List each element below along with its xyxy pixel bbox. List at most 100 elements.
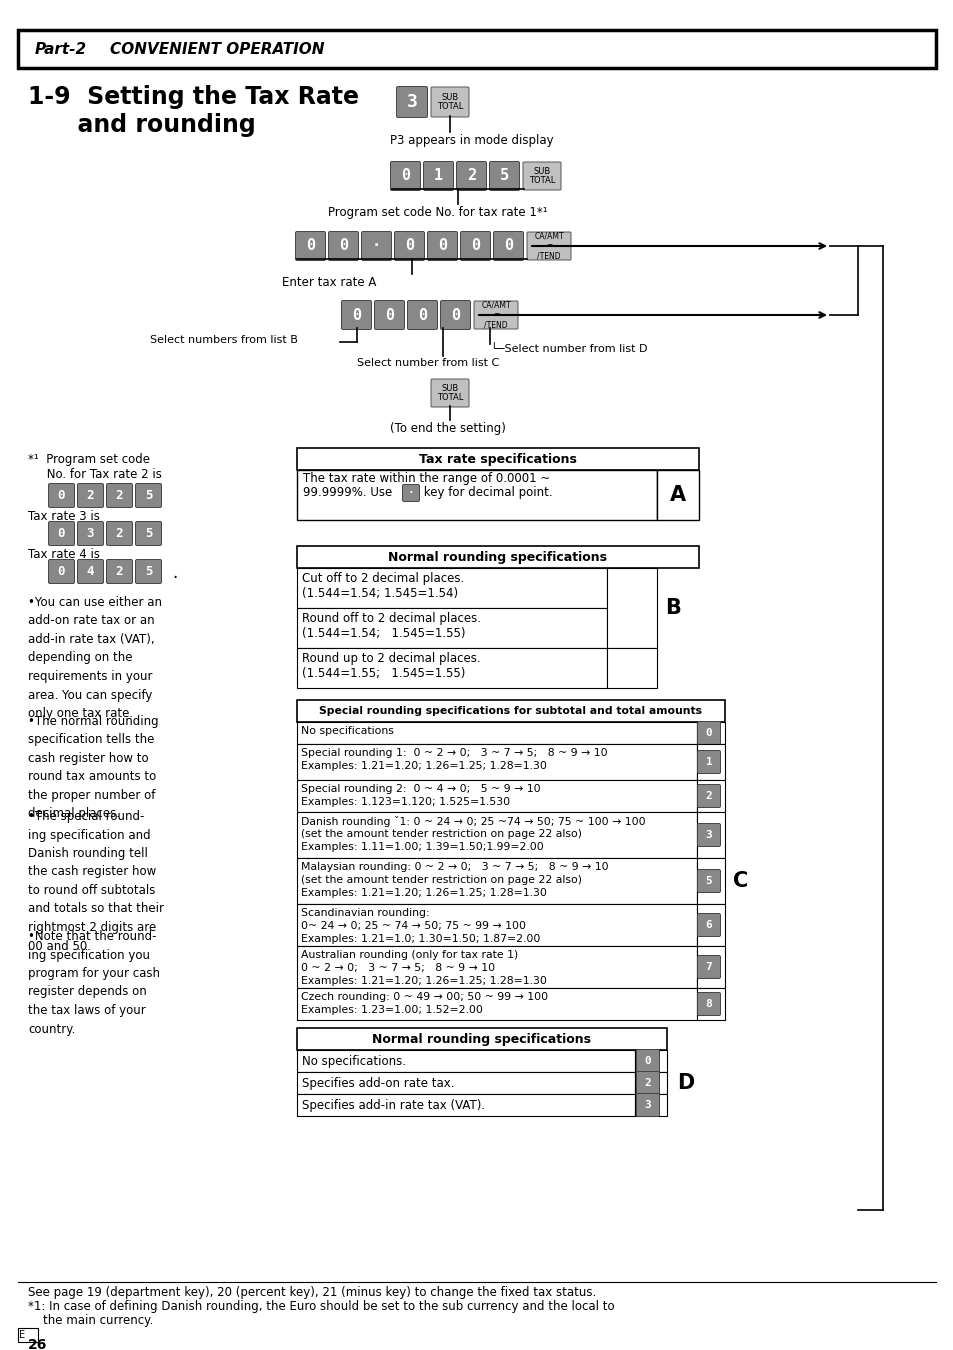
FancyBboxPatch shape [361,231,391,261]
Text: *1: In case of defining Danish rounding, the Euro should be set to the sub curre: *1: In case of defining Danish rounding,… [28,1300,614,1314]
Bar [296,1094,635,1116]
Text: Program set code No. for tax rate 1*¹: Program set code No. for tax rate 1*¹ [328,207,547,219]
Text: (To end the setting): (To end the setting) [390,423,505,435]
FancyBboxPatch shape [427,231,457,261]
Text: 0 ~ 2 → 0;   3 ~ 7 → 5;   8 ~ 9 → 10: 0 ~ 2 → 0; 3 ~ 7 → 5; 8 ~ 9 → 10 [301,963,495,973]
Text: key for decimal point.: key for decimal point. [419,486,552,500]
Bar [296,701,724,722]
Text: 0: 0 [400,169,410,184]
Text: 8: 8 [705,999,712,1008]
Text: Tax rate specifications: Tax rate specifications [418,452,577,466]
Text: 0: 0 [451,308,459,323]
Text: Malaysian rounding: 0 ~ 2 → 0;   3 ~ 7 → 5;   8 ~ 9 → 10: Malaysian rounding: 0 ~ 2 → 0; 3 ~ 7 → 5… [301,863,608,872]
Text: 9: 9 [616,662,623,675]
Text: 2: 2 [644,1079,651,1088]
FancyBboxPatch shape [390,162,420,190]
FancyBboxPatch shape [636,1072,659,1095]
Text: Tax rate 4 is: Tax rate 4 is [28,548,100,562]
FancyBboxPatch shape [489,162,519,190]
FancyBboxPatch shape [636,1094,659,1116]
Text: Normal rounding specifications: Normal rounding specifications [388,551,607,563]
Text: 0: 0 [58,566,65,578]
Bar [296,568,606,608]
FancyBboxPatch shape [697,992,720,1015]
FancyBboxPatch shape [697,751,720,774]
Bar [296,1072,635,1094]
Bar [296,722,697,744]
FancyBboxPatch shape [375,301,404,329]
FancyBboxPatch shape [456,162,486,190]
Bar [296,648,606,688]
Text: ·: · [372,239,380,254]
Text: The tax rate within the range of 0.0001 ~: The tax rate within the range of 0.0001 … [303,472,550,485]
FancyBboxPatch shape [607,617,632,640]
Text: 2: 2 [115,489,123,502]
Text: Select numbers from list B: Select numbers from list B [150,335,297,346]
Text: 2: 2 [115,526,123,540]
Text: 1: 1 [705,757,712,767]
Text: Examples: 1.21=1.0; 1.30=1.50; 1.87=2.00: Examples: 1.21=1.0; 1.30=1.50; 1.87=2.00 [301,934,539,944]
FancyBboxPatch shape [77,559,103,583]
FancyBboxPatch shape [77,521,103,545]
Text: E: E [19,1330,25,1341]
Text: 0: 0 [644,1056,651,1066]
Text: 5: 5 [145,566,152,578]
FancyBboxPatch shape [135,483,161,508]
FancyBboxPatch shape [49,559,74,583]
Bar [697,780,724,811]
FancyBboxPatch shape [631,576,656,599]
Text: Normal rounding specifications: Normal rounding specifications [372,1033,591,1045]
Bar [635,1050,666,1072]
Bar [697,904,724,946]
Text: No. for Tax rate 2 is: No. for Tax rate 2 is [28,468,162,481]
Bar [657,470,699,520]
FancyBboxPatch shape [341,301,371,329]
Bar [296,780,697,811]
Text: 2: 2 [705,791,712,801]
Bar [296,448,699,470]
Text: 0: 0 [471,239,479,254]
Bar [296,545,699,568]
Text: CA/AMT
=
/TEND: CA/AMT = /TEND [480,301,510,329]
Text: 2: 2 [115,566,123,578]
FancyBboxPatch shape [697,824,720,846]
FancyBboxPatch shape [395,231,424,261]
Text: Examples: 1.11=1.00; 1.39=1.50;1.99=2.00: Examples: 1.11=1.00; 1.39=1.50;1.99=2.00 [301,842,543,852]
Text: See page 19 (department key), 20 (percent key), 21 (minus key) to change the fix: See page 19 (department key), 20 (percen… [28,1287,596,1299]
Text: D: D [677,1073,694,1094]
Text: (1.544=1.55;   1.545=1.55): (1.544=1.55; 1.545=1.55) [302,667,465,680]
Text: 26: 26 [28,1338,48,1350]
FancyBboxPatch shape [328,231,358,261]
Text: 7: 7 [705,963,712,972]
Text: Specifies add-in rate tax (VAT).: Specifies add-in rate tax (VAT). [302,1099,485,1111]
Text: 0: 0 [306,239,314,254]
Text: 0: 0 [639,662,647,675]
FancyBboxPatch shape [423,162,453,190]
FancyBboxPatch shape [49,521,74,545]
Bar [296,744,697,780]
Text: (set the amount tender restriction on page 22 also): (set the amount tender restriction on pa… [301,829,581,838]
Text: ·: · [407,487,414,498]
Text: 1-9  Setting the Tax Rate: 1-9 Setting the Tax Rate [28,85,358,109]
Bar [606,648,657,688]
Text: 3: 3 [87,526,94,540]
Text: B: B [664,598,680,618]
Bar [697,811,724,859]
Text: 0: 0 [58,526,65,540]
Text: 0: 0 [705,728,712,738]
Bar [296,988,697,1021]
Text: Select number from list C: Select number from list C [356,358,498,369]
Bar [296,904,697,946]
FancyBboxPatch shape [49,483,74,508]
Text: Specifies add-on rate tax.: Specifies add-on rate tax. [302,1076,454,1089]
Bar [697,722,724,744]
FancyBboxPatch shape [460,231,490,261]
Text: (set the amount tender restriction on page 22 also): (set the amount tender restriction on pa… [301,875,581,886]
Bar [18,1328,38,1342]
Bar [697,859,724,905]
Text: 2: 2 [87,489,94,502]
Text: •You can use either an
add-on rate tax or an
add-in rate tax (VAT),
depending on: •You can use either an add-on rate tax o… [28,595,162,720]
FancyBboxPatch shape [107,521,132,545]
Text: .: . [172,564,177,582]
FancyBboxPatch shape [522,162,560,190]
